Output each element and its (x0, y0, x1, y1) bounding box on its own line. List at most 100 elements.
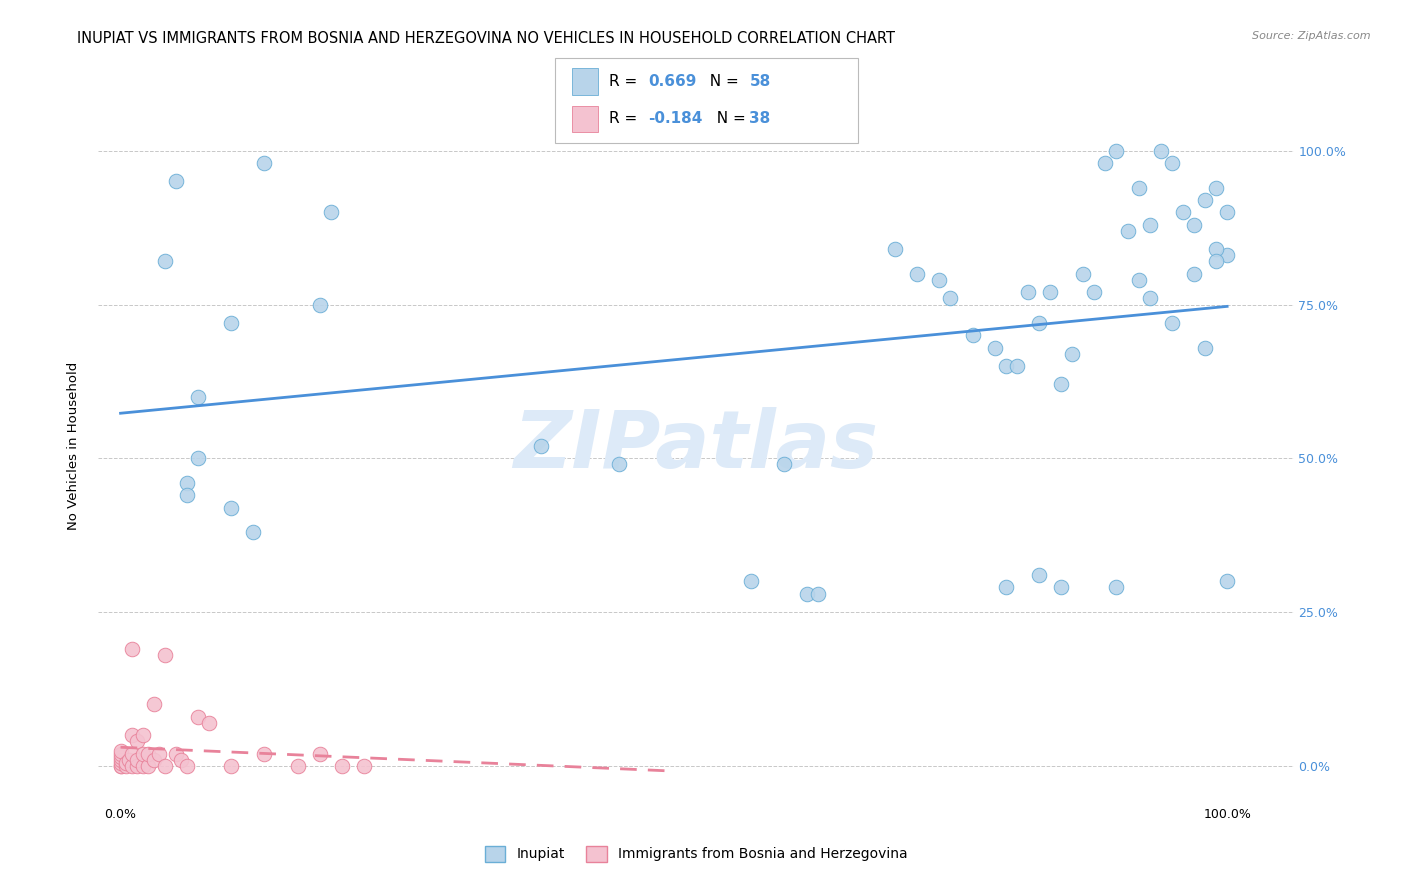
Legend: Inupiat, Immigrants from Bosnia and Herzegovina: Inupiat, Immigrants from Bosnia and Herz… (479, 840, 912, 867)
Point (219, 500, 242, 515)
Point (884, 242, 907, 256)
Point (131, 759, 153, 773)
Point (187, 451, 209, 466)
Point (176, 475, 198, 490)
Point (1050, 581, 1073, 595)
Point (905, 267, 928, 281)
Text: INUPIAT VS IMMIGRANTS FROM BOSNIA AND HERZEGOVINA NO VEHICLES IN HOUSEHOLD CORRE: INUPIAT VS IMMIGRANTS FROM BOSNIA AND HE… (77, 31, 896, 46)
Text: ZIPatlas: ZIPatlas (513, 407, 879, 485)
Point (121, 728, 143, 742)
Point (1182, 267, 1205, 281)
Point (984, 341, 1007, 355)
Point (1071, 267, 1094, 281)
Point (994, 359, 1017, 373)
Point (153, 254, 176, 268)
Point (928, 273, 950, 287)
Point (148, 747, 170, 761)
Point (1062, 347, 1084, 361)
Point (165, 174, 187, 188)
Point (110, 743, 132, 757)
Point (1194, 193, 1216, 207)
Point (1150, 144, 1173, 158)
Point (994, 581, 1017, 595)
Point (127, 759, 149, 773)
Point (1216, 574, 1239, 589)
Point (1050, 377, 1073, 392)
Point (121, 747, 143, 761)
Point (136, 747, 159, 761)
Point (153, 648, 176, 662)
Point (1216, 205, 1239, 219)
Point (1128, 273, 1150, 287)
Point (1139, 291, 1161, 305)
Point (1194, 341, 1216, 355)
Point (115, 756, 138, 770)
Point (153, 759, 176, 773)
Point (530, 439, 553, 453)
Text: Source: ZipAtlas.com: Source: ZipAtlas.com (1253, 31, 1371, 41)
Point (176, 488, 198, 502)
Point (287, 759, 309, 773)
Point (1139, 218, 1161, 232)
Point (131, 747, 153, 761)
Point (1216, 248, 1239, 262)
Point (1205, 180, 1227, 194)
Point (308, 747, 330, 761)
Point (127, 734, 149, 748)
Point (1017, 285, 1039, 300)
Text: R =: R = (609, 74, 643, 89)
Point (807, 587, 830, 601)
Point (110, 759, 132, 773)
Point (121, 759, 143, 773)
Point (1205, 254, 1227, 268)
Text: N =: N = (700, 74, 744, 89)
Point (121, 642, 143, 657)
Text: 58: 58 (749, 74, 770, 89)
Point (1205, 242, 1227, 256)
Point (198, 715, 221, 730)
Point (1094, 156, 1116, 170)
Point (165, 747, 187, 761)
Point (1039, 285, 1062, 300)
Point (607, 458, 630, 472)
Point (740, 574, 762, 589)
Point (110, 753, 132, 767)
Point (253, 156, 276, 170)
Point (962, 328, 984, 343)
Point (1028, 568, 1050, 582)
Text: N =: N = (707, 112, 751, 127)
Point (187, 709, 209, 723)
Text: 38: 38 (749, 112, 770, 127)
Point (219, 759, 242, 773)
Point (1105, 581, 1128, 595)
Point (110, 756, 132, 770)
Point (319, 205, 342, 219)
Point (127, 753, 149, 767)
Point (796, 587, 818, 601)
Point (219, 316, 242, 330)
Point (353, 759, 375, 773)
Text: R =: R = (609, 112, 643, 127)
Point (110, 759, 132, 773)
Point (1116, 224, 1139, 238)
Point (1171, 205, 1194, 219)
Point (1028, 316, 1050, 330)
Point (176, 759, 198, 773)
Point (330, 759, 353, 773)
Point (1128, 180, 1150, 194)
Point (242, 525, 264, 540)
Point (1105, 144, 1128, 158)
Y-axis label: No Vehicles in Household: No Vehicles in Household (66, 362, 80, 530)
Point (253, 747, 276, 761)
Point (308, 297, 330, 311)
Text: 0.669: 0.669 (648, 74, 696, 89)
Point (1160, 316, 1182, 330)
Text: -0.184: -0.184 (648, 112, 703, 127)
Point (142, 698, 165, 712)
Point (142, 753, 165, 767)
Point (118, 753, 141, 767)
Point (939, 291, 962, 305)
Point (136, 759, 159, 773)
Point (115, 759, 138, 773)
Point (1083, 285, 1105, 300)
